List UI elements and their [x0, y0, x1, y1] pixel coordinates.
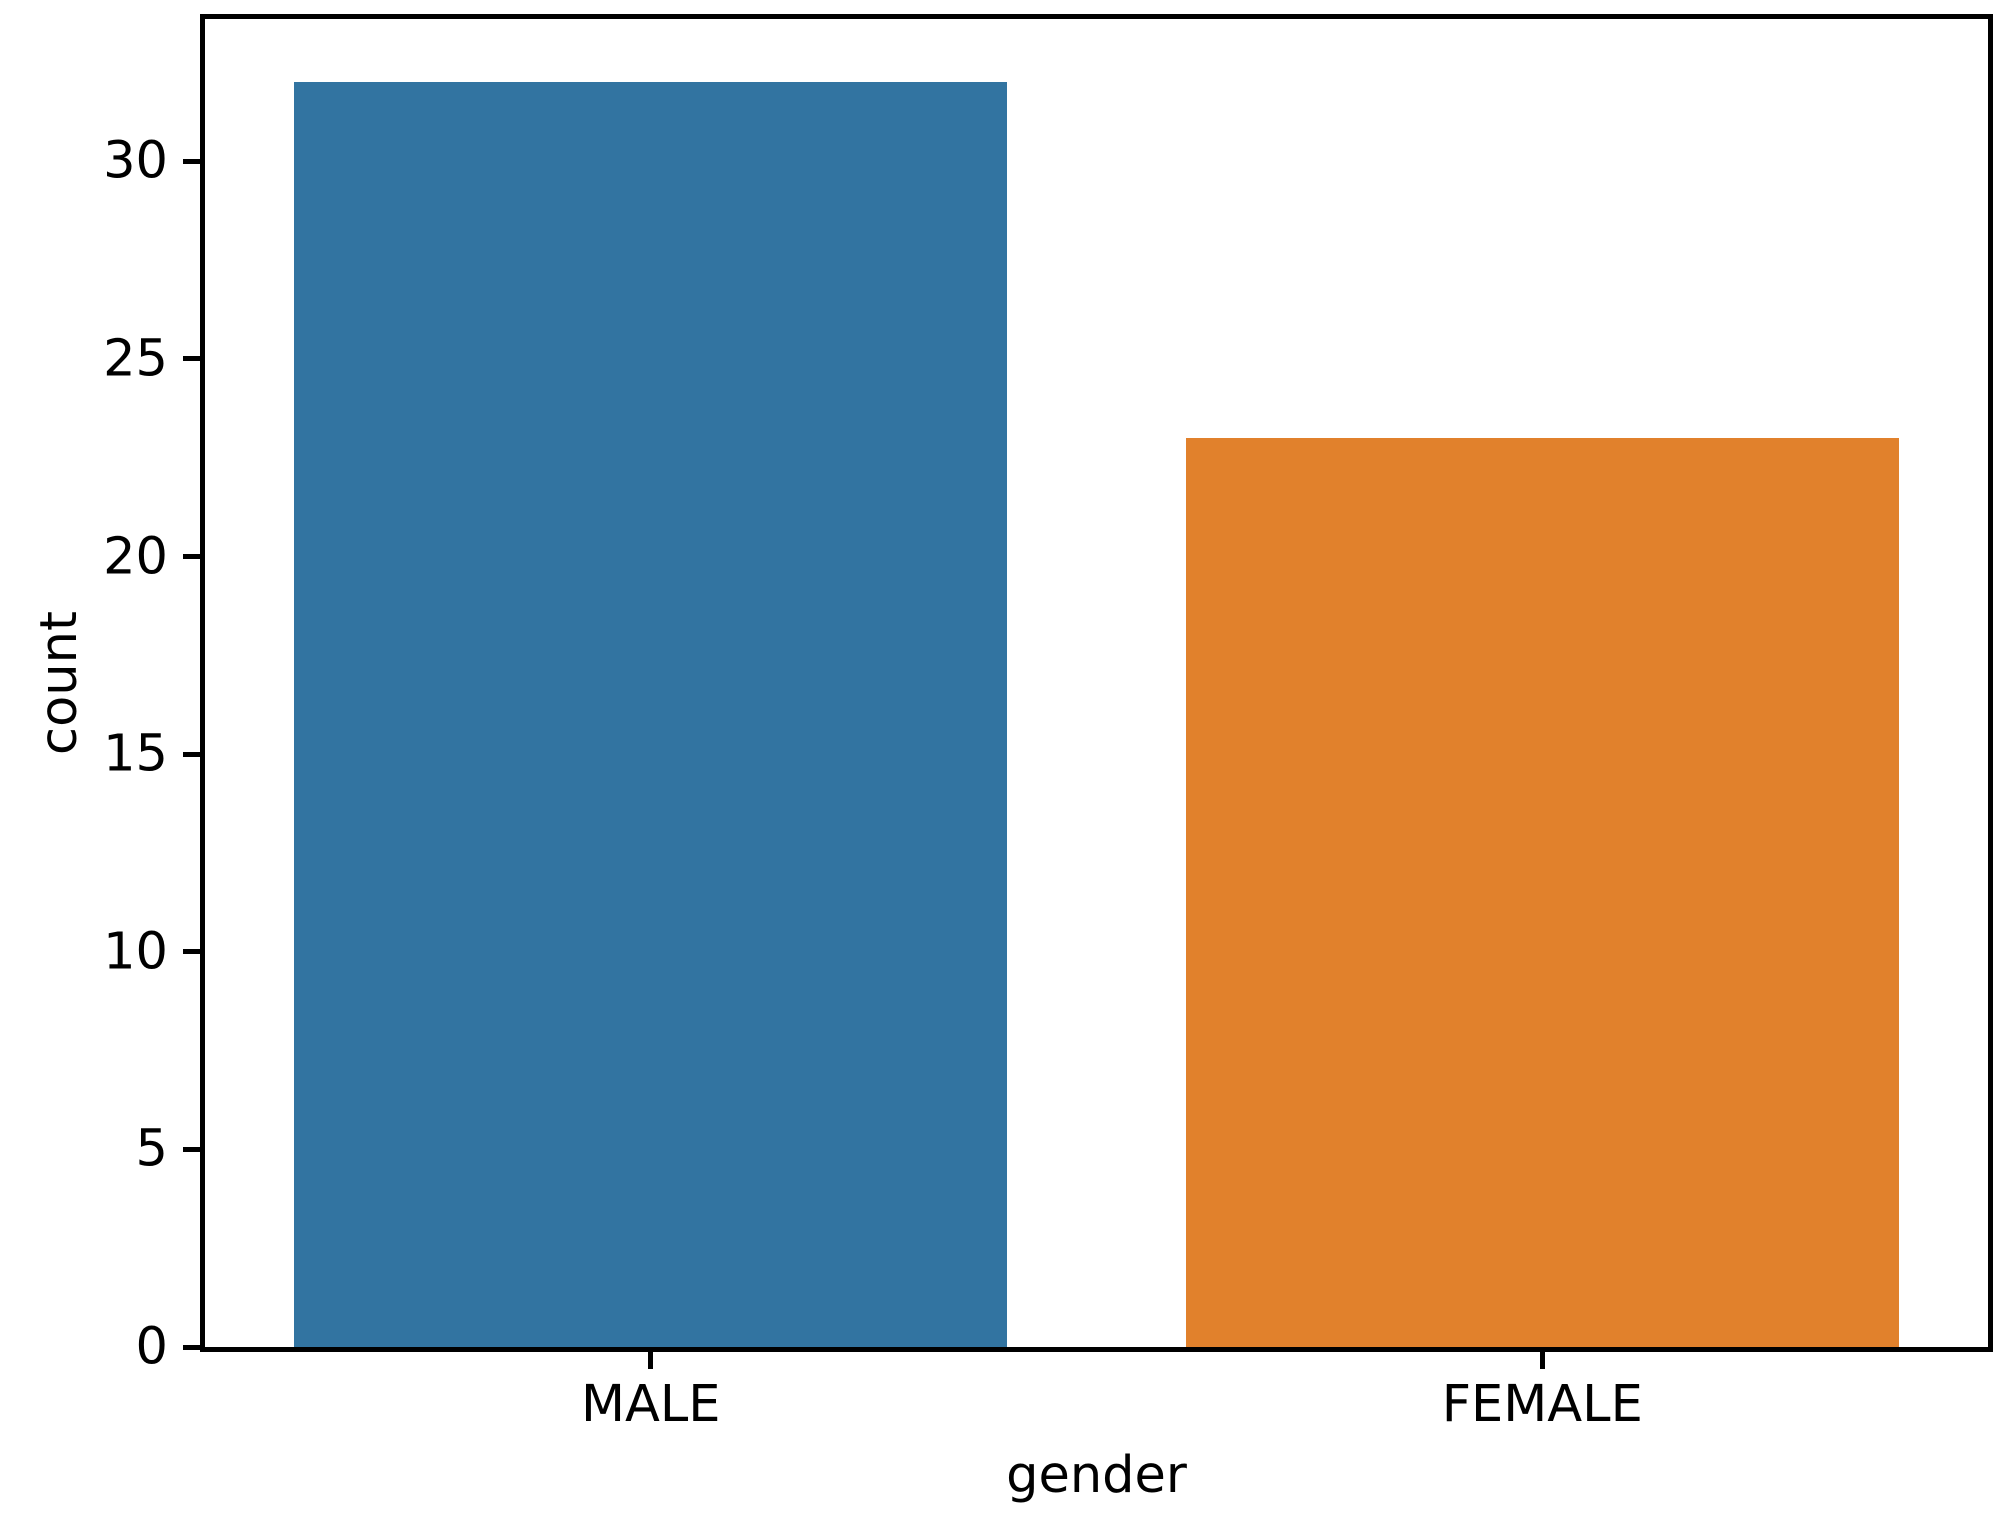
bar-male [294, 82, 1008, 1347]
y-tick-mark [183, 554, 200, 560]
y-tick-mark [183, 751, 200, 757]
y-tick-label: 20 [103, 527, 168, 587]
plot-area [200, 14, 1993, 1352]
bar-female [1185, 437, 1899, 1347]
y-axis-label: count [29, 611, 89, 755]
x-axis-label: gender [1006, 1446, 1187, 1505]
x-tick-label-male: MALE [580, 1375, 721, 1434]
y-tick-mark [183, 1344, 200, 1350]
y-tick-mark [183, 1146, 200, 1152]
y-tick-label: 10 [103, 922, 168, 982]
y-tick-label: 5 [135, 1119, 168, 1179]
y-tick-label: 15 [103, 724, 168, 784]
x-tick-label-female: FEMALE [1441, 1375, 1643, 1434]
x-tick-mark [1539, 1352, 1545, 1369]
y-tick-mark [183, 356, 200, 362]
x-tick-mark [648, 1352, 654, 1369]
y-tick-label: 25 [103, 329, 168, 389]
y-tick-label: 0 [135, 1317, 168, 1377]
y-tick-mark [183, 949, 200, 955]
y-tick-label: 30 [103, 131, 168, 191]
y-tick-mark [183, 158, 200, 164]
